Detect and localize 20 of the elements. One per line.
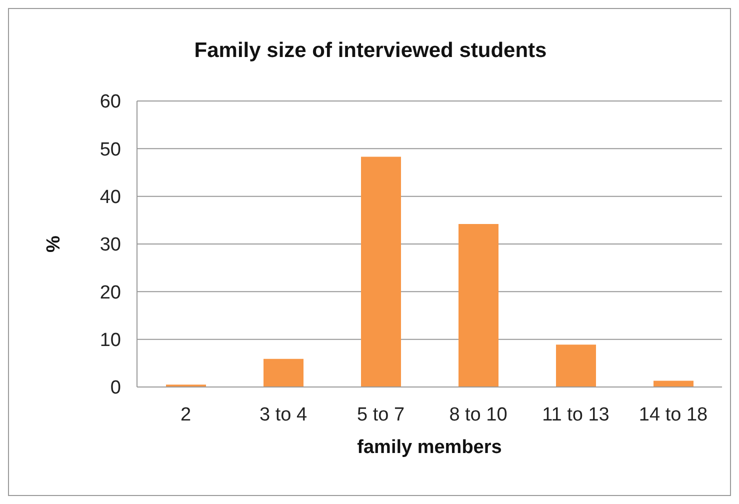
y-tick-label: 40 — [100, 187, 121, 208]
y-tick-label: 30 — [100, 234, 121, 256]
x-tick-label: 5 to 7 — [356, 404, 405, 426]
y-tick-label: 60 — [100, 92, 121, 113]
bar — [556, 344, 596, 387]
y-tick-label: 50 — [100, 139, 121, 160]
y-tick-label: 20 — [100, 282, 121, 304]
bar — [361, 156, 401, 387]
x-tick-label: 14 to 18 — [638, 404, 708, 426]
y-axis-title: % — [44, 235, 65, 252]
x-tick-label: 8 to 10 — [449, 404, 508, 426]
x-tick-label: 3 to 4 — [259, 404, 308, 426]
x-axis-title: family members — [357, 437, 502, 458]
bar — [264, 358, 304, 387]
y-tick-label: 10 — [100, 330, 121, 352]
x-tick-label: 2 — [180, 404, 192, 426]
bar — [458, 224, 498, 387]
y-tick-label: 0 — [110, 378, 121, 399]
x-tick-label: 11 to 13 — [542, 404, 610, 426]
chart-title: Family size of interviewed students — [193, 39, 548, 63]
